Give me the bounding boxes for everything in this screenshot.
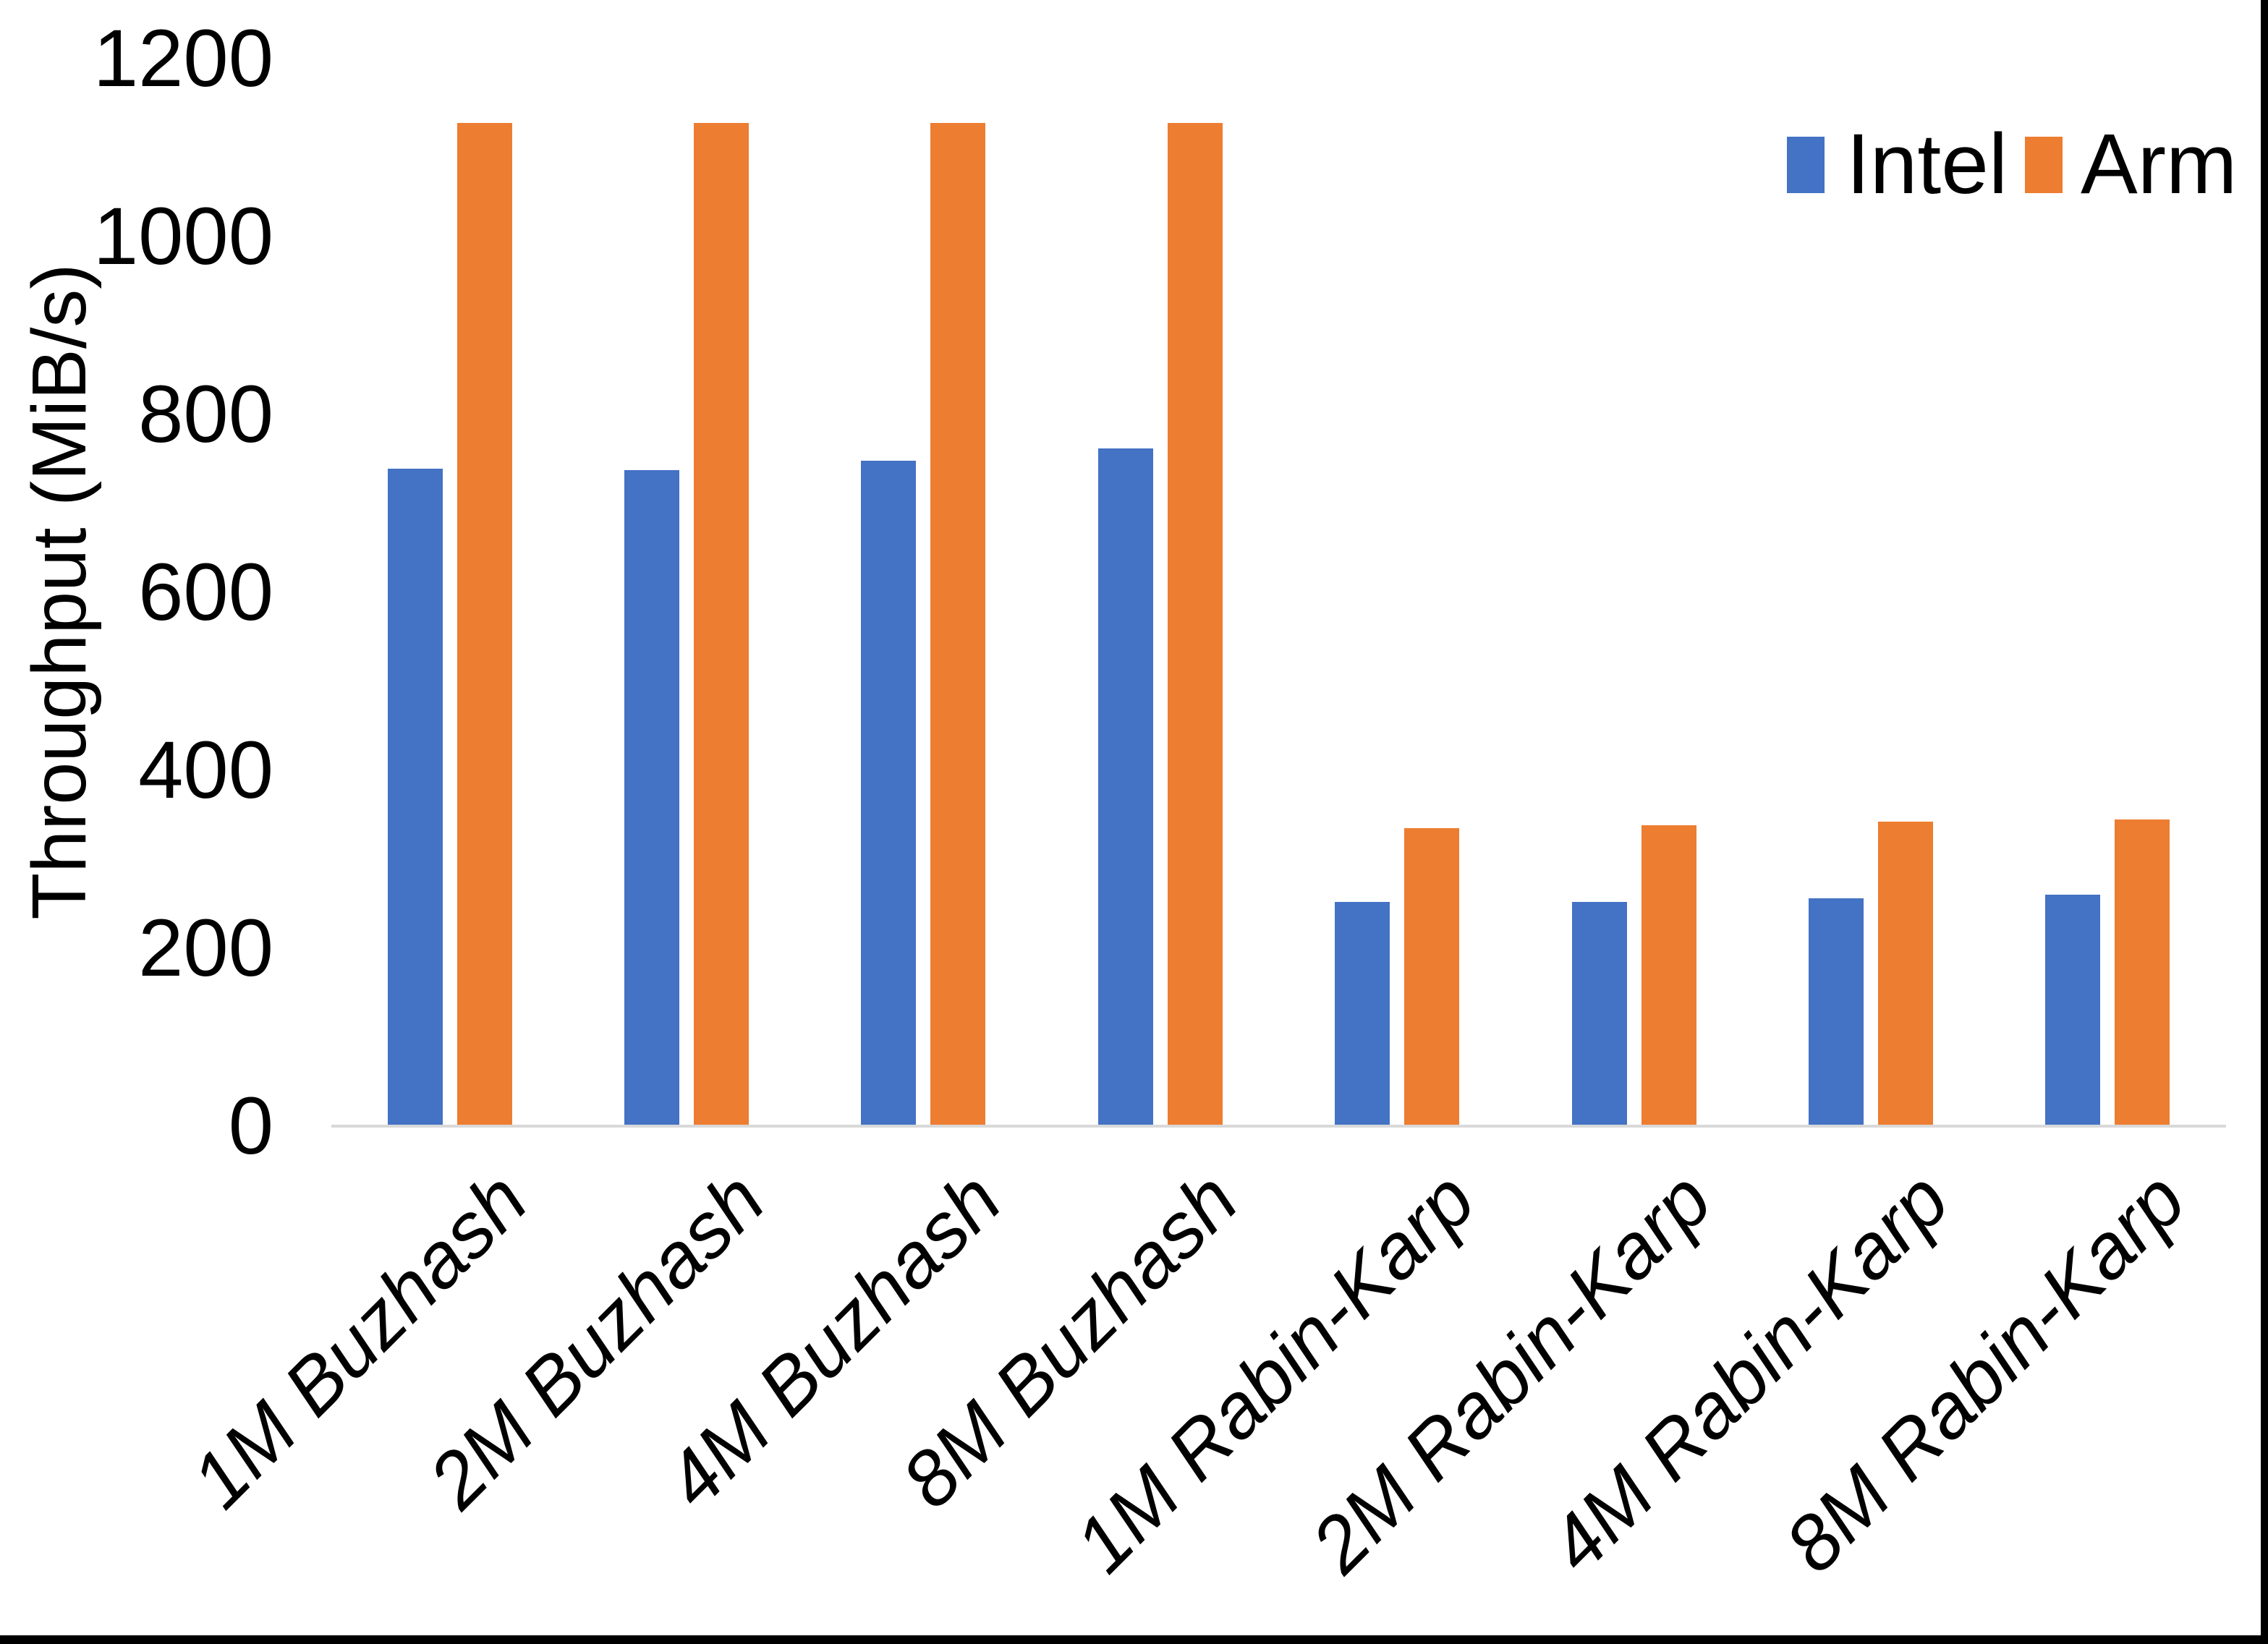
x-axis-label: 8M Rabin-Karp	[1768, 1155, 2202, 1589]
bar-intel-5	[1335, 902, 1390, 1126]
x-axis-label: 2M Rabin-Karp	[1294, 1155, 1728, 1589]
x-axis-line	[331, 1125, 2226, 1128]
legend-swatch-arm	[2025, 137, 2063, 193]
bar-arm-6	[1641, 825, 1696, 1126]
y-tick-label: 1200	[93, 13, 273, 103]
legend-swatch-intel	[1787, 137, 1825, 193]
y-tick-label: 800	[138, 369, 273, 459]
screen-border-right	[2261, 0, 2268, 1644]
y-tick-label: 1000	[93, 191, 273, 281]
bar-arm-8	[2115, 819, 2170, 1126]
y-tick-label: 600	[138, 547, 273, 637]
y-tick-label: 400	[138, 725, 273, 815]
y-tick-label: 200	[138, 903, 273, 993]
legend-label-intel: Intel	[1846, 116, 2008, 212]
bar-intel-6	[1571, 902, 1627, 1126]
bar-arm-7	[1877, 822, 1933, 1126]
bar-arm-2	[694, 122, 749, 1126]
bar-arm-4	[1167, 122, 1223, 1126]
y-tick-label: 0	[228, 1081, 273, 1171]
x-axis-label: 1M Rabin-Karp	[1057, 1155, 1492, 1589]
bar-arm-3	[930, 122, 986, 1126]
bar-arm-5	[1404, 827, 1460, 1126]
legend-label-arm: Arm	[2081, 116, 2238, 212]
bar-arm-1	[456, 122, 512, 1126]
bar-intel-1	[387, 469, 443, 1126]
bar-intel-4	[1097, 448, 1153, 1126]
screen-border-bottom	[0, 1635, 2268, 1644]
bar-intel-3	[861, 460, 917, 1126]
bar-intel-7	[1808, 898, 1864, 1126]
x-axis-label: 4M Rabin-Karp	[1531, 1155, 1965, 1589]
bar-intel-8	[2045, 895, 2101, 1126]
bar-intel-2	[624, 470, 680, 1126]
